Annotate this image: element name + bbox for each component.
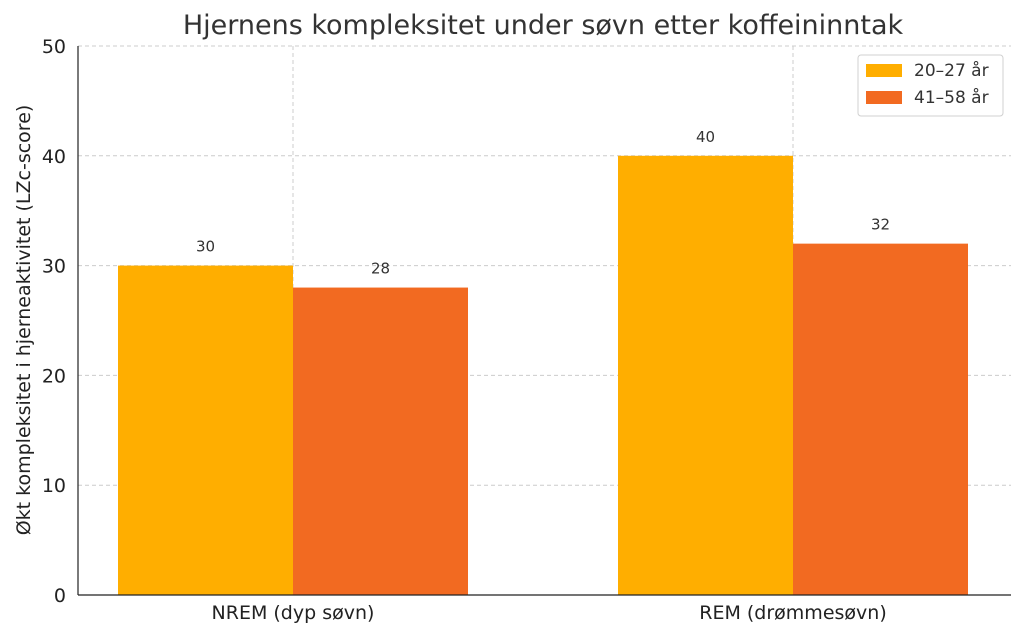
y-tick-label: 10 (42, 475, 66, 497)
data-labels: 30 40 28 32 (196, 128, 890, 278)
data-label: 28 (371, 260, 390, 278)
x-tick-label: REM (drømmesøvn) (699, 602, 886, 624)
legend-swatch (866, 91, 902, 104)
y-tick-label: 30 (42, 256, 66, 278)
bars (118, 155, 968, 596)
chart-title: Hjernens kompleksitet under søvn etter k… (183, 10, 904, 41)
tick-labels: 0 10 20 30 40 50 NREM (dyp søvn) REM (drømmesøv… (42, 36, 887, 624)
bar (618, 155, 793, 596)
y-tick-label: 0 (54, 585, 66, 607)
legend-swatch (866, 64, 902, 77)
axes (77, 46, 1011, 596)
legend-label: 20–27 år (914, 60, 989, 81)
x-tick-label: NREM (dyp søvn) (212, 602, 375, 624)
y-tick-label: 40 (42, 146, 66, 168)
y-tick-label: 20 (42, 365, 66, 387)
bar (793, 243, 968, 595)
bar (118, 265, 293, 595)
data-label: 32 (871, 216, 890, 234)
bar (293, 287, 468, 595)
y-axis-label: Økt kompleksitet i hjerneaktivitet (LZc-… (13, 105, 35, 536)
legend-label: 41–58 år (914, 87, 989, 108)
legend: 20–27 år 41–58 år (857, 54, 1004, 117)
data-label: 40 (696, 128, 715, 146)
y-tick-label: 50 (42, 36, 66, 58)
data-label: 30 (196, 238, 215, 256)
